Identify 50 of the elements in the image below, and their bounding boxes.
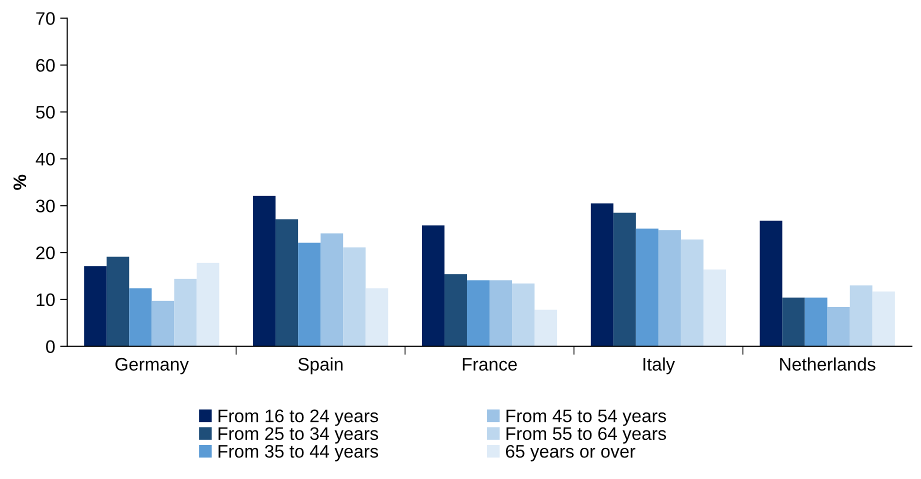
bar <box>366 288 388 346</box>
bar <box>106 256 130 346</box>
y-tick-label: 60 <box>36 59 55 72</box>
bar <box>174 278 197 346</box>
bar <box>703 269 726 346</box>
bar <box>613 212 636 346</box>
bar <box>276 219 298 346</box>
bar <box>804 298 828 346</box>
bar <box>444 274 467 346</box>
legend-label: From 35 to 44 years <box>218 444 378 462</box>
bar <box>534 310 558 346</box>
legend-label: 65 years or over <box>506 444 636 462</box>
bar <box>782 298 805 346</box>
bar <box>298 242 321 346</box>
x-tick-label: Italy <box>644 357 675 374</box>
y-tick-label: 10 <box>36 293 55 306</box>
x-tick-label: Spain <box>298 357 343 374</box>
y-axis-title: % <box>13 174 26 190</box>
legend-label: From 25 to 34 years <box>218 427 378 444</box>
legend-label: From 45 to 54 years <box>506 410 666 426</box>
x-tick-label: France <box>462 358 517 371</box>
bar <box>827 306 850 346</box>
bar <box>850 285 872 346</box>
y-tick-label: 40 <box>36 152 55 166</box>
bar <box>253 196 276 346</box>
bar <box>466 280 490 346</box>
y-tick-label: 50 <box>36 106 55 119</box>
y-tick-label: 70 <box>36 12 55 25</box>
y-tick-label: 0 <box>46 340 55 354</box>
bar <box>760 220 782 346</box>
y-tick-label: 30 <box>36 200 55 212</box>
x-tick-label: Netherlands <box>780 357 876 371</box>
bar <box>343 247 366 346</box>
bar <box>320 233 344 346</box>
y-tick-label: 20 <box>36 246 55 260</box>
bar <box>129 288 152 346</box>
bar <box>636 228 658 346</box>
bar <box>680 239 704 346</box>
bar <box>152 300 174 346</box>
bar <box>422 225 444 346</box>
x-tick-label: Germany <box>115 358 189 374</box>
legend-label: From 55 to 64 years <box>506 427 666 444</box>
bar <box>872 291 895 346</box>
bar <box>590 203 614 346</box>
legend-label: From 16 to 24 years <box>218 410 378 426</box>
bar <box>196 262 220 346</box>
bar <box>512 284 535 346</box>
bar <box>658 230 681 346</box>
bar <box>84 266 107 346</box>
bar <box>490 280 512 346</box>
